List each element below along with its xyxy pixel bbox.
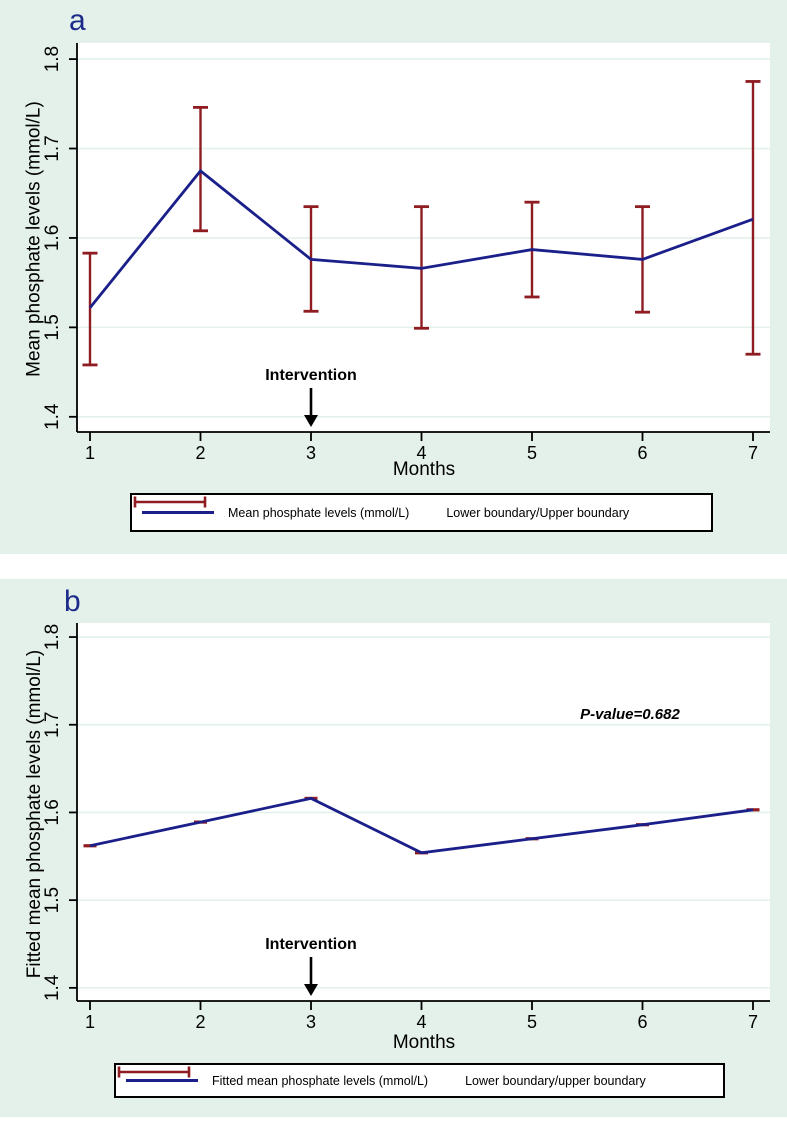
x-tick-label: 7 <box>748 1012 758 1032</box>
series-line <box>89 796 754 855</box>
panel-a-legend-line-label: Mean phosphate levels (mmol/L) <box>228 505 410 520</box>
x-tick-label: 4 <box>416 443 426 463</box>
y-tick-label: 1.5 <box>42 887 63 913</box>
p-value-annotation: P-value=0.682 <box>580 706 680 723</box>
y-tick-label: 1.4 <box>42 403 63 430</box>
intervention-label: Intervention <box>265 936 357 953</box>
x-tick-label: 5 <box>527 1012 537 1032</box>
panel-a: 1.4 1.5 1.6 1.7 1.8 1 2 3 4 5 6 7 Intervention a Mea… <box>0 0 787 554</box>
y-tick-label: 1.4 <box>42 974 63 1001</box>
y-tick-label: 1.8 <box>42 46 63 72</box>
panel-b-y-axis-title: Fitted mean phosphate levels (mmol/L) <box>24 649 45 979</box>
panel-b-legend-errorbar-label: Lower boundary/upper boundary <box>465 1073 646 1088</box>
x-tick-label: 3 <box>306 443 316 463</box>
panel-a-legend: Mean phosphate levels (mmol/L) Lower bou… <box>130 493 713 532</box>
line-sample-icon <box>126 1079 198 1082</box>
intervention-arrow-head <box>304 984 318 996</box>
y-tick-label: 1.7 <box>42 712 63 738</box>
panel-a-y-axis-title: Mean phosphate levels (mmol/L) <box>23 101 45 377</box>
x-tick-label: 7 <box>748 443 758 463</box>
panel-b-legend: Fitted mean phosphate levels (mmol/L) Lo… <box>114 1063 725 1098</box>
x-tick-label: 2 <box>195 1012 205 1032</box>
x-tick-label: 1 <box>85 443 95 463</box>
panel-a-plot-canvas: 1.4 1.5 1.6 1.7 1.8 1 2 3 4 5 6 7 Intervention <box>42 43 770 463</box>
series-line <box>88 168 754 309</box>
panel-b-x-axis-title: Months <box>392 1032 456 1053</box>
panel-b: 1.4 1.5 1.6 1.7 1.8 1 2 3 4 5 6 7 Intervention b Fit… <box>0 579 787 1117</box>
line-sample-icon <box>142 511 214 514</box>
x-tick-label: 6 <box>637 443 647 463</box>
panel-a-label: a <box>69 4 86 37</box>
panel-b-legend-line-label: Fitted mean phosphate levels (mmol/L) <box>212 1073 429 1088</box>
panel-a-legend-errorbar-label: Lower boundary/Upper boundary <box>446 505 630 520</box>
x-tick-label: 4 <box>416 1012 426 1032</box>
x-tick-label: 2 <box>195 443 205 463</box>
y-tick-label: 1.6 <box>42 225 63 251</box>
y-tick-label: 1.6 <box>42 799 63 825</box>
panel-a-x-axis-title: Months <box>392 459 456 480</box>
x-tick-label: 1 <box>85 1012 95 1032</box>
panel-b-label: b <box>64 585 81 618</box>
y-tick-label: 1.5 <box>42 314 63 340</box>
x-tick-label: 3 <box>306 1012 316 1032</box>
panel-b-plot-canvas: 1.4 1.5 1.6 1.7 1.8 1 2 3 4 5 6 7 Intervention <box>42 623 770 1032</box>
y-tick-label: 1.8 <box>42 624 63 650</box>
x-tick-label: 5 <box>527 443 537 463</box>
x-tick-label: 6 <box>637 1012 647 1032</box>
intervention-arrow-head <box>304 415 318 427</box>
y-tick-label: 1.7 <box>42 135 63 161</box>
intervention-label: Intervention <box>265 367 357 384</box>
